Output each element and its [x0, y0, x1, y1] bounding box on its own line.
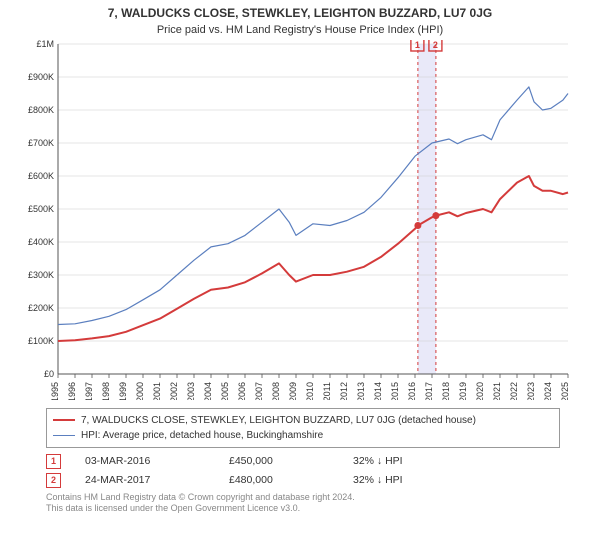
- sale-delta: 32% ↓ HPI: [353, 455, 403, 467]
- svg-text:2011: 2011: [322, 382, 332, 400]
- svg-text:2017: 2017: [424, 382, 434, 400]
- legend-swatch-subject: [53, 419, 75, 421]
- svg-text:2022: 2022: [509, 382, 519, 400]
- svg-text:2013: 2013: [356, 382, 366, 400]
- svg-text:1996: 1996: [67, 382, 77, 400]
- svg-text:£1M: £1M: [36, 40, 54, 49]
- svg-text:£900K: £900K: [28, 72, 54, 82]
- svg-text:2012: 2012: [339, 382, 349, 400]
- price-chart: £0 £100K £200K £300K £400K £500K £600K £700K £80…: [16, 40, 586, 400]
- svg-text:2007: 2007: [254, 382, 264, 400]
- svg-text:2019: 2019: [458, 382, 468, 400]
- sale-price: £450,000: [229, 455, 329, 467]
- svg-text:2014: 2014: [373, 382, 383, 400]
- svg-text:£800K: £800K: [28, 105, 54, 115]
- legend-swatch-hpi: [53, 435, 75, 436]
- svg-text:1995: 1995: [50, 382, 60, 400]
- svg-text:2015: 2015: [390, 382, 400, 400]
- svg-text:1997: 1997: [84, 382, 94, 400]
- sale-price: £480,000: [229, 474, 329, 486]
- svg-text:2008: 2008: [271, 382, 281, 400]
- svg-text:2016: 2016: [407, 382, 417, 400]
- legend-box: 7, WALDUCKS CLOSE, STEWKLEY, LEIGHTON BU…: [46, 408, 560, 448]
- footer-attribution: Contains HM Land Registry data © Crown c…: [46, 492, 560, 515]
- svg-text:2025: 2025: [560, 382, 570, 400]
- svg-text:2018: 2018: [441, 382, 451, 400]
- svg-text:£300K: £300K: [28, 270, 54, 280]
- page-title: 7, WALDUCKS CLOSE, STEWKLEY, LEIGHTON BU…: [10, 6, 590, 22]
- svg-text:£700K: £700K: [28, 138, 54, 148]
- legend-label-subject: 7, WALDUCKS CLOSE, STEWKLEY, LEIGHTON BU…: [81, 413, 476, 428]
- svg-text:2001: 2001: [152, 382, 162, 400]
- svg-text:1999: 1999: [118, 382, 128, 400]
- svg-text:£200K: £200K: [28, 303, 54, 313]
- svg-text:2002: 2002: [169, 382, 179, 400]
- page-subtitle: Price paid vs. HM Land Registry's House …: [10, 24, 590, 36]
- sales-list: 1 03-MAR-2016 £450,000 32% ↓ HPI 2 24-MA…: [46, 454, 560, 488]
- svg-text:£100K: £100K: [28, 336, 54, 346]
- svg-text:£400K: £400K: [28, 237, 54, 247]
- svg-text:2023: 2023: [526, 382, 536, 400]
- legend-label-hpi: HPI: Average price, detached house, Buck…: [81, 428, 323, 443]
- svg-text:2005: 2005: [220, 382, 230, 400]
- svg-text:2024: 2024: [543, 382, 553, 400]
- sale-marker-icon: 1: [46, 454, 61, 469]
- svg-text:2003: 2003: [186, 382, 196, 400]
- svg-text:1998: 1998: [101, 382, 111, 400]
- sale-date: 03-MAR-2016: [85, 455, 205, 467]
- legend-row-hpi: HPI: Average price, detached house, Buck…: [53, 428, 553, 443]
- legend-row-subject: 7, WALDUCKS CLOSE, STEWKLEY, LEIGHTON BU…: [53, 413, 553, 428]
- svg-text:2021: 2021: [492, 382, 502, 400]
- svg-text:2004: 2004: [203, 382, 213, 400]
- svg-text:2009: 2009: [288, 382, 298, 400]
- svg-text:2020: 2020: [475, 382, 485, 400]
- sale-marker-icon: 2: [46, 473, 61, 488]
- svg-text:2: 2: [433, 40, 438, 50]
- sale-delta: 32% ↓ HPI: [353, 474, 403, 486]
- sale-row: 2 24-MAR-2017 £480,000 32% ↓ HPI: [46, 473, 560, 488]
- sale-date: 24-MAR-2017: [85, 474, 205, 486]
- svg-text:1: 1: [415, 40, 420, 50]
- svg-text:2006: 2006: [237, 382, 247, 400]
- svg-text:£600K: £600K: [28, 171, 54, 181]
- svg-text:2000: 2000: [135, 382, 145, 400]
- svg-text:£0: £0: [44, 369, 54, 379]
- sale-row: 1 03-MAR-2016 £450,000 32% ↓ HPI: [46, 454, 560, 469]
- svg-text:£500K: £500K: [28, 204, 54, 214]
- svg-text:2010: 2010: [305, 382, 315, 400]
